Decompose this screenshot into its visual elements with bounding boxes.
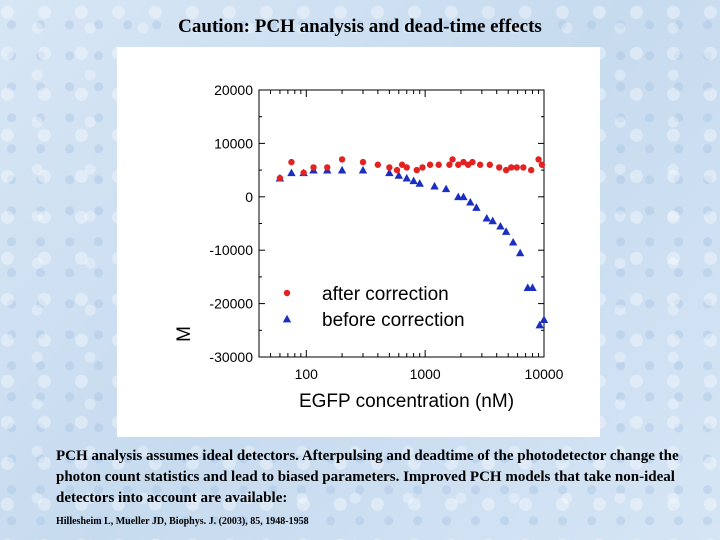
legend-marker-after	[283, 289, 291, 297]
legend-label-before: before correction	[322, 310, 465, 331]
after-correction-point	[300, 169, 307, 176]
after-correction-point	[535, 156, 542, 163]
before-correction-point	[337, 165, 347, 174]
pch-brightness-chart: 20000 10000 0 -10000 -20000 -30000 100 1000 1000…	[174, 82, 564, 412]
before-correction-point	[501, 227, 511, 235]
before-correction-point	[496, 221, 505, 230]
y-tick-label: 20000	[214, 82, 253, 98]
after-correction-point	[486, 161, 494, 168]
before-correction-point	[466, 197, 475, 206]
before-correction-point	[539, 315, 549, 323]
after-correction-point	[426, 161, 434, 168]
before-correction-point	[415, 179, 424, 187]
before-correction-point	[535, 320, 544, 329]
before-correction-point	[287, 168, 296, 177]
before-correction-point	[409, 176, 418, 185]
after-correction-point	[338, 156, 346, 163]
body-paragraph: PCH analysis assumes ideal detectors. Af…	[56, 448, 679, 506]
before-correction-point	[472, 203, 481, 211]
after-correction-point	[513, 164, 520, 171]
before-correction-point	[358, 165, 368, 174]
slide-title: Caution: PCH analysis and dead-time effe…	[178, 16, 542, 37]
after-correction-point	[476, 161, 484, 168]
after-correction-point	[276, 174, 284, 182]
after-correction-point	[455, 161, 462, 168]
before-correction-point	[488, 216, 497, 225]
citation: Hillesheim L, Mueller JD, Biophys. J. (2…	[56, 516, 309, 527]
before-correction-point	[508, 237, 518, 246]
before-correction-point	[385, 168, 394, 177]
before-correction-point	[528, 283, 537, 291]
after-correction-point	[449, 156, 456, 163]
x-axis-title: EGFP concentration (nM)	[299, 391, 514, 412]
after-correction-point	[496, 164, 503, 171]
after-correction-point	[460, 158, 467, 166]
after-correction-point	[538, 161, 546, 168]
after-correction-point	[508, 164, 515, 171]
y-axis-title: M	[174, 326, 195, 342]
after-correction-point	[288, 158, 295, 166]
after-correction-point	[310, 164, 317, 171]
after-correction-point	[374, 161, 382, 168]
chart-panel: 20000 10000 0 -10000 -20000 -30000 100 1000 1000…	[117, 47, 600, 437]
after-correction-point	[469, 158, 476, 166]
before-correction-point	[515, 248, 525, 257]
after-correction-point	[324, 164, 331, 171]
legend-marker-before	[282, 314, 292, 323]
after-correction-point	[502, 166, 510, 174]
x-tick-label: 100	[295, 366, 319, 382]
after-correction-point	[403, 164, 410, 171]
x-tick-label: 1000	[410, 366, 441, 382]
after-correction-point	[359, 158, 367, 166]
y-tick-label: -20000	[209, 296, 253, 312]
legend-label-after: after correction	[322, 284, 449, 305]
y-tick-label: -10000	[209, 242, 253, 258]
after-correction-point	[527, 166, 535, 174]
y-tick-label: 0	[245, 189, 253, 205]
after-correction-point	[435, 161, 442, 168]
after-correction-point	[520, 164, 527, 171]
before-correction-point	[482, 213, 491, 222]
x-tick-label: 10000	[525, 366, 564, 382]
before-correction-point	[441, 184, 451, 193]
before-correction-point	[402, 173, 411, 182]
after-correction-point	[413, 166, 420, 174]
before-correction-point	[459, 192, 468, 201]
after-correction-point	[446, 161, 453, 168]
y-tick-label: 10000	[214, 135, 253, 151]
after-correction-point	[419, 164, 426, 171]
after-correction-point	[398, 161, 406, 168]
before-correction-point	[430, 181, 439, 190]
before-correction-point	[394, 171, 403, 179]
y-tick-label: -30000	[209, 349, 253, 365]
after-correction-point	[393, 166, 401, 174]
after-correction-point	[386, 164, 393, 171]
